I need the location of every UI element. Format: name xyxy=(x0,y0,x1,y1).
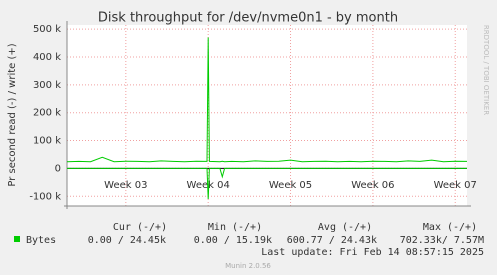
legend-label: Bytes xyxy=(26,235,56,246)
data-line xyxy=(66,37,468,163)
plot-area xyxy=(67,25,467,206)
footer: Munin 2.0.56 xyxy=(225,262,271,270)
data-line xyxy=(67,167,467,200)
legend-header: Max (-/+) xyxy=(423,222,477,233)
legend-stat: 702.33k/ 7.57M xyxy=(400,235,484,246)
x-tick-label: Week 05 xyxy=(269,180,312,191)
x-tick-label: Week 03 xyxy=(104,180,147,191)
y-tick-label: 300 k xyxy=(33,80,61,91)
x-tick-label: Week 07 xyxy=(434,180,477,191)
y-tick-label: 200 k xyxy=(33,108,61,119)
legend-header: Avg (-/+) xyxy=(318,222,372,233)
legend-swatch xyxy=(14,236,20,242)
y-tick-label: 500 k xyxy=(33,24,61,35)
legend-header: Cur (-/+) xyxy=(113,222,167,233)
legend-stat: 0.00 / 24.45k xyxy=(88,235,166,246)
x-tick-label: Week 04 xyxy=(187,180,230,191)
side-text: RRDTOOL / TOBI OETIKER xyxy=(482,25,490,115)
last-update: Last update: Fri Feb 14 08:57:15 2025 xyxy=(261,247,484,258)
legend-header: Min (-/+) xyxy=(208,222,262,233)
y-tick-label: -100 k xyxy=(29,191,61,202)
y-tick-label: 400 k xyxy=(33,52,61,63)
y-tick-label: 0 xyxy=(55,163,61,174)
legend-stat: 600.77 / 24.43k xyxy=(287,235,377,246)
chart-title: Disk throughput for /dev/nvme0n1 - by mo… xyxy=(98,11,398,26)
x-tick-label: Week 06 xyxy=(351,180,394,191)
legend-stat: 0.00 / 15.19k xyxy=(194,235,272,246)
y-tick-label: 100 k xyxy=(33,136,61,147)
y-axis-label: Pr second read (-) / write (+) xyxy=(7,43,18,186)
